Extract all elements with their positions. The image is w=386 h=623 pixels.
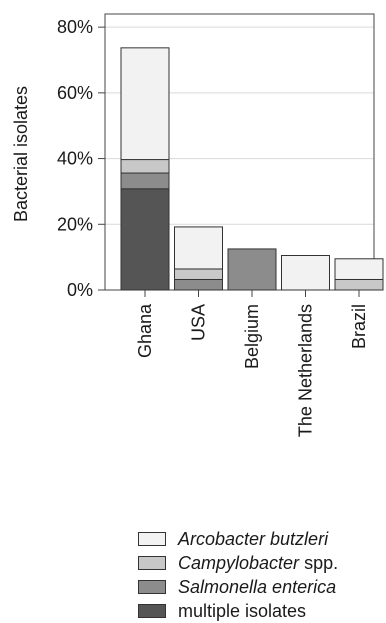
y-axis-ticks: 0% 20% 40% 60% 80% bbox=[57, 17, 105, 300]
x-tick-label: USA bbox=[189, 304, 209, 341]
y-tick-label: 40% bbox=[57, 149, 93, 169]
bar-segment bbox=[334, 278, 384, 291]
legend-item: multiple isolates bbox=[138, 599, 338, 623]
bar-segment bbox=[174, 278, 223, 291]
legend-item: Arcobacter butzleri bbox=[138, 527, 338, 551]
bar-segment bbox=[120, 172, 170, 190]
legend-swatch bbox=[138, 532, 166, 546]
bar-segment bbox=[227, 248, 277, 291]
bar-segment bbox=[281, 255, 330, 291]
x-tick-label: The Netherlands bbox=[296, 304, 316, 437]
legend-label: Salmonella enterica bbox=[178, 576, 337, 597]
bar-chart: 0% 20% 40% 60% 80% Ghana USA Belgium The Nether… bbox=[11, 13, 384, 437]
y-tick-label: 20% bbox=[57, 214, 93, 234]
bar-segment bbox=[120, 188, 170, 291]
legend: Arcobacter butzleri Campylobacter spp. S… bbox=[138, 527, 338, 623]
x-tick-label: Ghana bbox=[135, 303, 155, 358]
bar-segment bbox=[120, 159, 170, 174]
y-axis-label: Bacterial isolates bbox=[11, 86, 31, 222]
bars bbox=[120, 47, 384, 291]
y-tick-label: 60% bbox=[57, 83, 93, 103]
legend-item: Campylobacter spp. bbox=[138, 551, 338, 575]
x-tick-label: Belgium bbox=[242, 304, 262, 369]
y-tick-label: 0% bbox=[67, 280, 93, 300]
legend-swatch bbox=[138, 556, 166, 570]
legend-swatch bbox=[138, 604, 166, 618]
legend-item: Salmonella enterica bbox=[138, 575, 338, 599]
legend-swatch bbox=[138, 580, 166, 594]
bar-segment bbox=[174, 226, 223, 270]
legend-label: Arcobacter butzleri bbox=[178, 528, 329, 549]
legend-label: multiple isolates bbox=[178, 600, 307, 621]
legend-label: Campylobacter spp. bbox=[178, 552, 339, 573]
bar-segment bbox=[334, 258, 384, 280]
x-axis-labels: Ghana USA Belgium The Netherlands Brazil bbox=[135, 290, 369, 437]
bar-segment bbox=[174, 268, 223, 280]
x-tick-label: Brazil bbox=[349, 304, 369, 349]
y-tick-label: 80% bbox=[57, 17, 93, 37]
bar-segment bbox=[120, 47, 170, 161]
